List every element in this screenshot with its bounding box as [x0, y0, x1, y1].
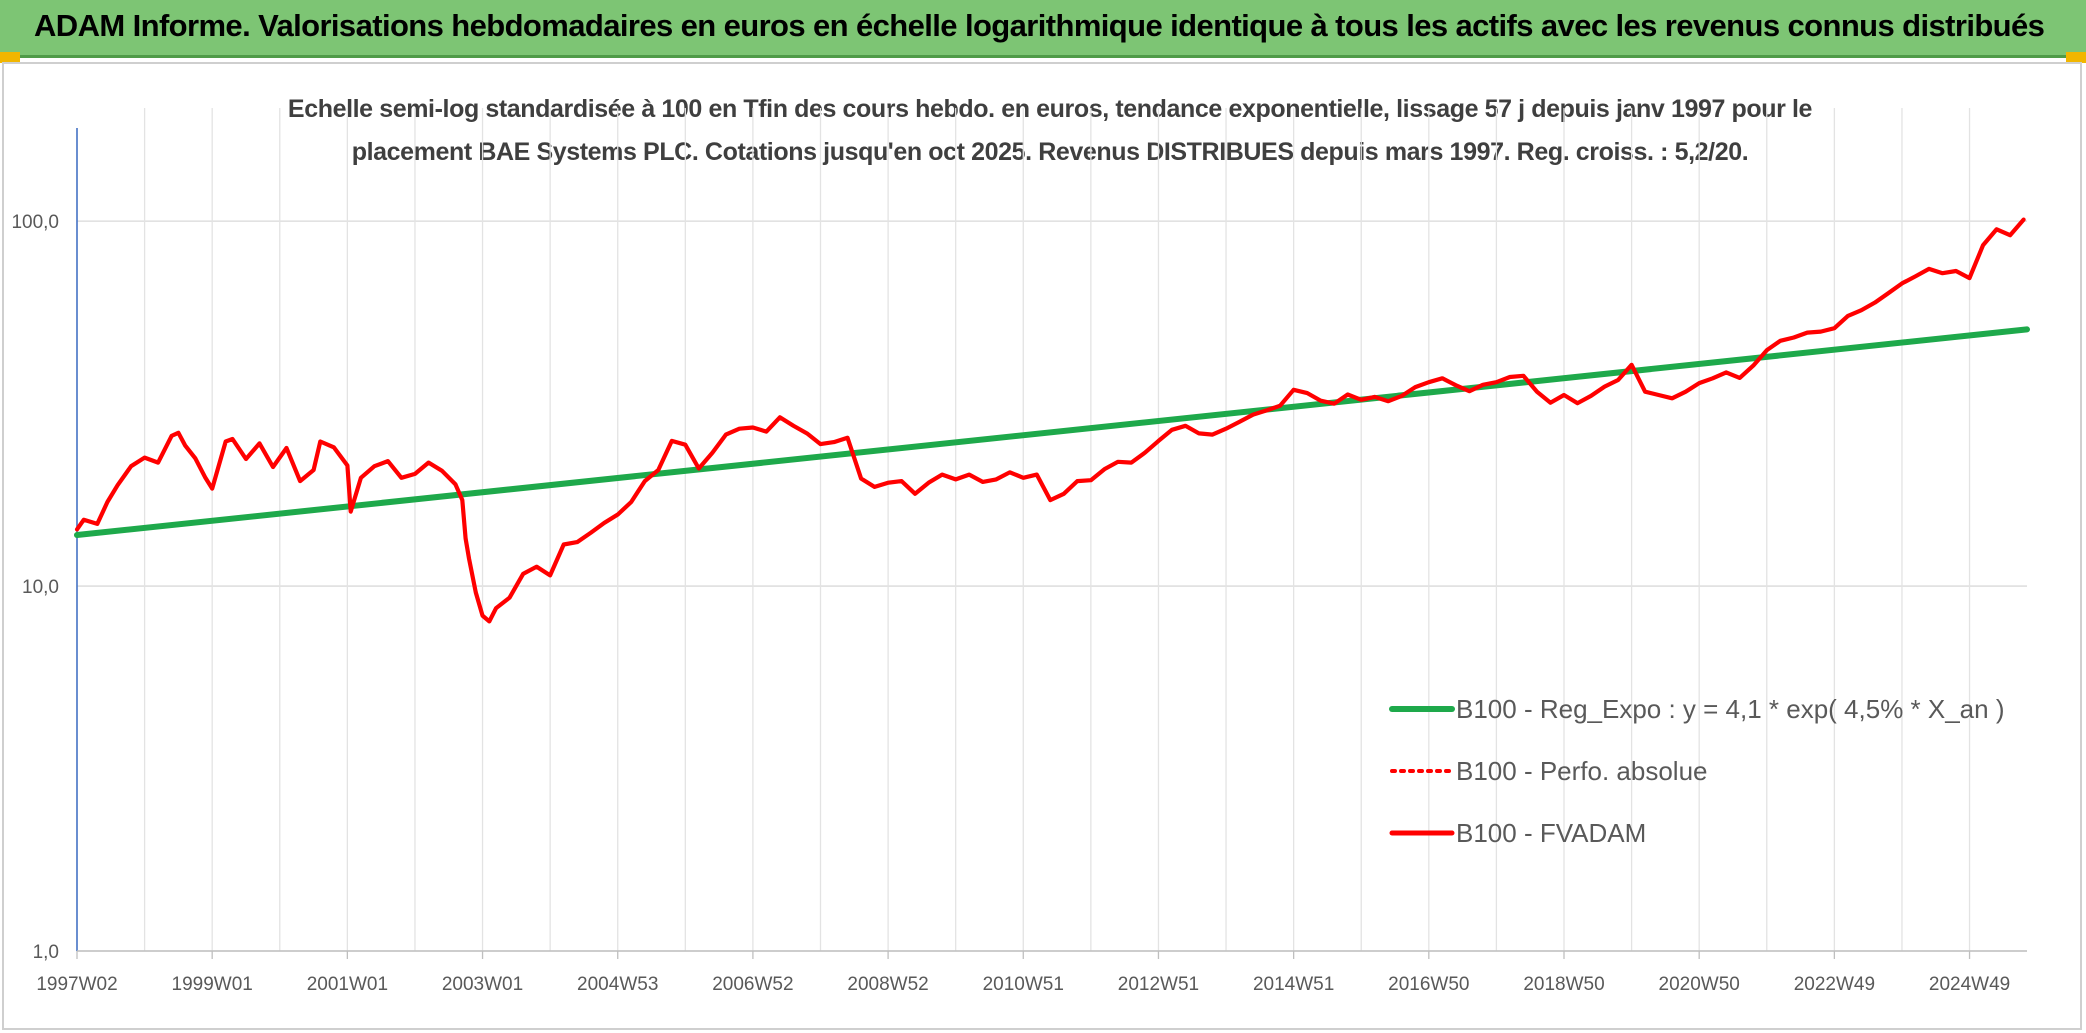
report-title: ADAM Informe. Valorisations hebdomadaire…	[34, 8, 2045, 43]
x-tick-label-6: 2008W52	[847, 974, 928, 995]
axis-layer	[76, 128, 2027, 959]
y-tick-label-0: 1,0	[33, 942, 59, 963]
x-tick-label-14: 2024W49	[1929, 974, 2010, 995]
x-tick-label-7: 2010W51	[983, 974, 1064, 995]
chart-frame	[2, 62, 2082, 1030]
series-line-2	[74, 217, 2026, 624]
x-tick-label-0: 1997W02	[36, 974, 117, 995]
series-line-0	[74, 326, 2030, 538]
chart-subtitle-line-2: placement BAE Systems PLC. Cotations jus…	[351, 138, 1749, 166]
x-tick-label-5: 2006W52	[712, 974, 793, 995]
x-tick-label-2: 2001W01	[307, 974, 388, 995]
x-tick-label-9: 2014W51	[1253, 974, 1334, 995]
x-tick-label-3: 2003W01	[442, 974, 523, 995]
legend-entry-0: B100 - Reg_Expo : y = 4,1 * exp( 4,5% * …	[1456, 694, 2005, 724]
x-tick-label-10: 2016W50	[1388, 974, 1469, 995]
tick-label-layer: 1,0 10,0 100,0 1997W02 1999W01 2001W01 2003W01…	[11, 212, 2010, 995]
legend-entry-1: B100 - Perfo. absolue	[1456, 756, 1708, 786]
x-tick-label-13: 2022W49	[1794, 974, 1875, 995]
report-banner: ADAM Informe. Valorisations hebdomadaire…	[0, 0, 2086, 58]
x-tick-label-8: 2012W51	[1118, 974, 1199, 995]
x-tick-label-11: 2018W50	[1523, 974, 1604, 995]
chart-subtitle: Echelle semi-log standardisée à 100 en T…	[160, 88, 1940, 174]
chart-subtitle-line-1: Echelle semi-log standardisée à 100 en T…	[287, 95, 1813, 123]
x-tick-label-1: 1999W01	[172, 974, 253, 995]
legend-entry-2: B100 - FVADAM	[1456, 818, 1646, 848]
chart-legend: B100 - Reg_Expo : y = 4,1 * exp( 4,5% * …	[1389, 694, 2005, 848]
corner-marker-right	[2066, 52, 2086, 63]
x-tick-label-4: 2004W53	[577, 974, 658, 995]
x-tick-label-12: 2020W50	[1659, 974, 1740, 995]
y-tick-label-1: 10,0	[22, 577, 59, 598]
corner-marker-left	[0, 52, 20, 63]
grid-layer	[77, 108, 2027, 952]
series-layer	[74, 217, 2030, 624]
y-tick-label-2: 100,0	[11, 212, 59, 233]
